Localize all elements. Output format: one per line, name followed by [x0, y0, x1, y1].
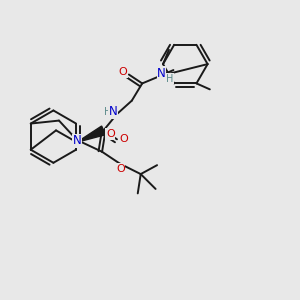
- Text: O: O: [106, 129, 115, 139]
- Text: H: H: [166, 74, 173, 84]
- Text: N: N: [109, 105, 118, 118]
- Text: O: O: [116, 164, 125, 174]
- Text: H: H: [104, 107, 111, 117]
- Text: O: O: [119, 134, 128, 144]
- Text: N: N: [157, 67, 166, 80]
- Polygon shape: [77, 126, 106, 142]
- Text: N: N: [73, 134, 82, 147]
- Text: O: O: [118, 67, 127, 77]
